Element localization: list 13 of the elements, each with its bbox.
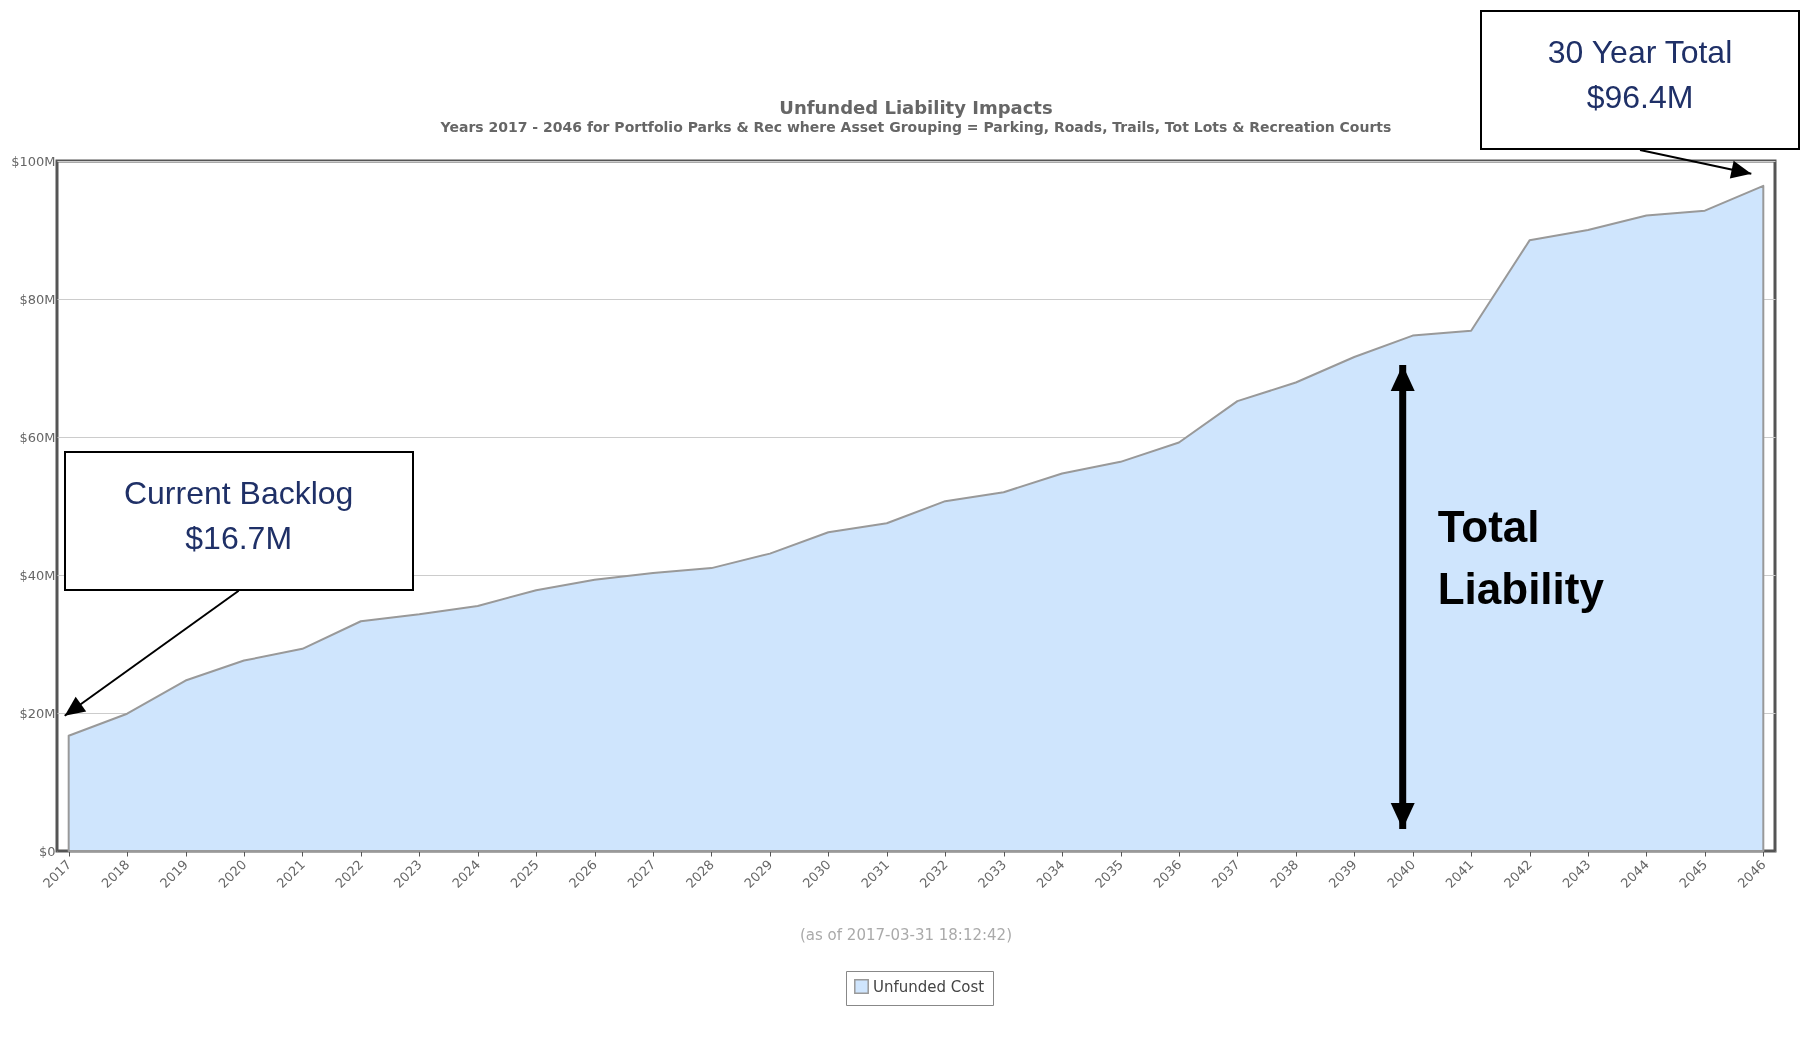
y-tick-label: $20M: [19, 705, 56, 721]
chart-subtitle: Years 2017 - 2046 for Portfolio Parks & Rec where Asset Grouping = Parking, Roads, Trails, Tot Lots & Recreation Courts: [439, 119, 1392, 135]
y-tick-label: $80M: [19, 291, 56, 307]
callout-box: Current Backlog $16.7M: [63, 450, 414, 591]
y-tick-label: $100M: [11, 153, 56, 169]
y-tick-label: $60M: [19, 429, 56, 445]
legend-label: Unfunded Cost: [873, 977, 985, 996]
text: (as of 2017-03-31 18:12:42): [799, 926, 1013, 944]
chart-title: Unfunded Liability Impacts: [779, 97, 1053, 118]
y-tick-label: $40M: [19, 567, 56, 583]
annotation: Total Liability: [1437, 501, 1605, 615]
callout-box: 30 Year Total $96.4M: [1480, 10, 1800, 150]
y-tick-label: $0: [38, 843, 56, 859]
